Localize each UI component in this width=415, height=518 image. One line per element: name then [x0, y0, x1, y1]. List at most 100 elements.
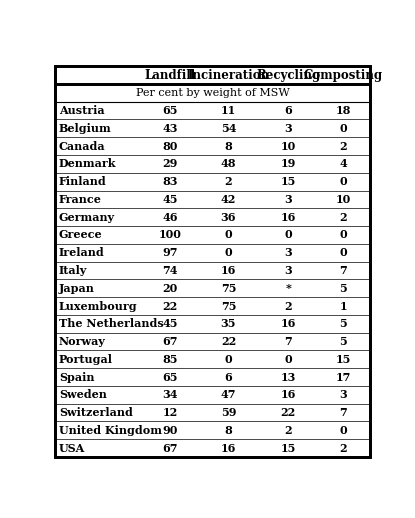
Text: 15: 15 — [281, 176, 296, 187]
Text: 0: 0 — [285, 229, 292, 240]
Text: 8: 8 — [225, 140, 232, 152]
Text: Incineration: Incineration — [188, 68, 269, 81]
Text: 12: 12 — [163, 407, 178, 418]
Text: 5: 5 — [339, 318, 347, 329]
Text: Finland: Finland — [59, 176, 107, 187]
Text: Switzerland: Switzerland — [59, 407, 133, 418]
Text: 16: 16 — [281, 318, 296, 329]
Text: 0: 0 — [225, 247, 232, 258]
Text: 3: 3 — [284, 247, 292, 258]
Text: 6: 6 — [284, 105, 292, 116]
Text: 36: 36 — [221, 212, 236, 223]
Text: USA: USA — [59, 443, 85, 454]
Text: 90: 90 — [162, 425, 178, 436]
Text: 22: 22 — [221, 336, 236, 347]
Text: 2: 2 — [285, 425, 292, 436]
Text: 3: 3 — [284, 123, 292, 134]
Text: Germany: Germany — [59, 212, 115, 223]
Text: 2: 2 — [340, 443, 347, 454]
Text: 3: 3 — [284, 265, 292, 276]
Text: 18: 18 — [336, 105, 351, 116]
Text: Japan: Japan — [59, 283, 95, 294]
Text: 13: 13 — [281, 371, 296, 383]
Text: 15: 15 — [281, 443, 296, 454]
Text: 45: 45 — [162, 194, 178, 205]
Text: 0: 0 — [340, 123, 347, 134]
Text: 47: 47 — [221, 390, 236, 400]
Text: 0: 0 — [340, 247, 347, 258]
Text: 3: 3 — [284, 194, 292, 205]
Text: 59: 59 — [221, 407, 236, 418]
Text: Sweden: Sweden — [59, 390, 107, 400]
Text: 43: 43 — [162, 123, 178, 134]
Text: 16: 16 — [221, 443, 236, 454]
Text: 83: 83 — [162, 176, 178, 187]
Text: 22: 22 — [281, 407, 296, 418]
Text: 2: 2 — [340, 212, 347, 223]
Text: Spain: Spain — [59, 371, 95, 383]
Text: 29: 29 — [162, 159, 178, 169]
Text: France: France — [59, 194, 102, 205]
Text: 65: 65 — [162, 371, 178, 383]
Text: 17: 17 — [336, 371, 351, 383]
Text: 100: 100 — [159, 229, 182, 240]
Text: 11: 11 — [221, 105, 236, 116]
Text: Denmark: Denmark — [59, 159, 117, 169]
Text: 75: 75 — [221, 300, 236, 311]
Text: 16: 16 — [221, 265, 236, 276]
Text: Italy: Italy — [59, 265, 87, 276]
Text: 1: 1 — [340, 300, 347, 311]
Text: Luxembourg: Luxembourg — [59, 300, 138, 311]
Text: Per cent by weight of MSW: Per cent by weight of MSW — [136, 88, 290, 98]
Text: 97: 97 — [162, 247, 178, 258]
Text: Ireland: Ireland — [59, 247, 105, 258]
Text: 7: 7 — [284, 336, 292, 347]
Text: 45: 45 — [162, 318, 178, 329]
Text: Landfill: Landfill — [144, 68, 196, 81]
Text: 4: 4 — [339, 159, 347, 169]
Text: 5: 5 — [339, 283, 347, 294]
Text: 3: 3 — [339, 390, 347, 400]
Text: 2: 2 — [285, 300, 292, 311]
Text: 80: 80 — [162, 140, 178, 152]
Text: 22: 22 — [163, 300, 178, 311]
Text: 0: 0 — [340, 229, 347, 240]
Text: 0: 0 — [340, 425, 347, 436]
Text: 67: 67 — [162, 443, 178, 454]
Text: 6: 6 — [225, 371, 232, 383]
Text: 10: 10 — [336, 194, 351, 205]
Text: 46: 46 — [162, 212, 178, 223]
Text: 34: 34 — [162, 390, 178, 400]
Text: 65: 65 — [162, 105, 178, 116]
Text: 8: 8 — [225, 425, 232, 436]
Text: 10: 10 — [281, 140, 296, 152]
Text: United Kingdom: United Kingdom — [59, 425, 162, 436]
Text: 2: 2 — [340, 140, 347, 152]
Text: 5: 5 — [339, 336, 347, 347]
Text: 85: 85 — [162, 354, 178, 365]
Text: Portugal: Portugal — [59, 354, 113, 365]
Text: 0: 0 — [340, 176, 347, 187]
Text: *: * — [286, 283, 291, 294]
Text: 16: 16 — [281, 212, 296, 223]
Text: 42: 42 — [221, 194, 236, 205]
Text: Canada: Canada — [59, 140, 105, 152]
Text: 74: 74 — [162, 265, 178, 276]
Text: 67: 67 — [162, 336, 178, 347]
Text: 7: 7 — [339, 407, 347, 418]
Text: 15: 15 — [336, 354, 351, 365]
Text: Norway: Norway — [59, 336, 106, 347]
Text: Belgium: Belgium — [59, 123, 112, 134]
Text: 2: 2 — [225, 176, 232, 187]
Text: 16: 16 — [281, 390, 296, 400]
Text: Austria: Austria — [59, 105, 105, 116]
Text: 35: 35 — [221, 318, 236, 329]
Text: Greece: Greece — [59, 229, 103, 240]
Text: 48: 48 — [221, 159, 236, 169]
Text: The Netherlands: The Netherlands — [59, 318, 164, 329]
Text: 0: 0 — [225, 229, 232, 240]
Text: 75: 75 — [221, 283, 236, 294]
Text: 7: 7 — [339, 265, 347, 276]
Text: 19: 19 — [281, 159, 296, 169]
Text: Composting: Composting — [304, 68, 383, 81]
